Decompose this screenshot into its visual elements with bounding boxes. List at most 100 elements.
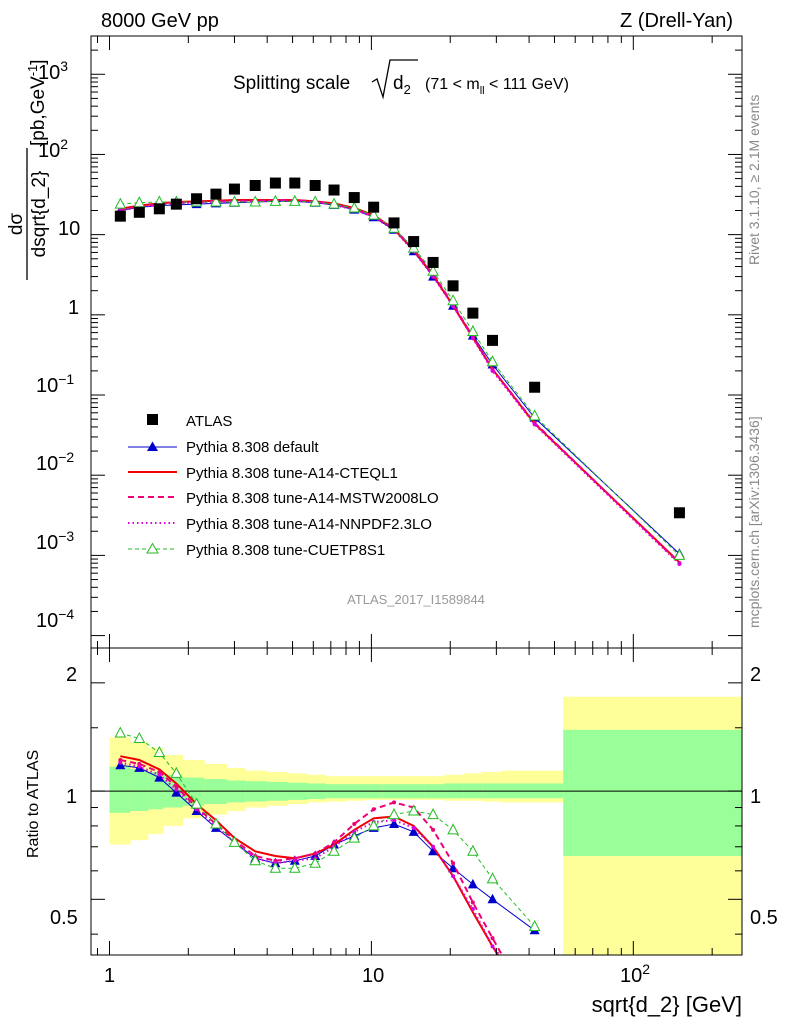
ratio-series-3-point xyxy=(490,936,495,941)
top-series-5-point xyxy=(348,201,361,213)
atlas-data-point xyxy=(427,256,439,268)
ratio-series-1-point xyxy=(389,818,400,828)
ratio-uncertainty-bands xyxy=(109,696,742,955)
atlas-data-point xyxy=(447,280,459,292)
top-series-5-point xyxy=(269,194,282,206)
axis-ticks xyxy=(91,36,742,955)
legend-label-mstw: Pythia 8.308 tune-A14-MSTW2008LO xyxy=(186,490,439,507)
ratio-series-5-point xyxy=(486,872,499,884)
ratio-series-1-point xyxy=(408,826,419,836)
top-series-5-point xyxy=(328,197,340,209)
ratio-series-3-point xyxy=(157,769,162,774)
title-range: (71 < mll < 111 GeV) xyxy=(425,76,569,97)
ytick-label: 10−2 xyxy=(36,449,74,475)
ratio-series-4-point xyxy=(292,858,297,863)
atlas-data-point xyxy=(114,210,126,222)
ratio-series-5-point xyxy=(190,797,203,809)
top-series-5-point xyxy=(367,208,380,220)
top-series-5-point xyxy=(427,264,439,276)
atlas-data-point xyxy=(467,307,479,319)
ratio-ytick-label: 1 xyxy=(66,786,77,808)
top-series-5-point xyxy=(210,195,222,207)
atlas-data-point xyxy=(249,179,261,191)
ratio-series-4-point xyxy=(470,906,475,911)
atlas-data-point xyxy=(269,177,281,189)
ratio-series-5-point xyxy=(328,844,340,856)
ratio-series-5-point xyxy=(210,817,222,829)
ylabel-units: [pb,GeV-1] xyxy=(25,59,49,146)
mcplots-reference-label: mcplots.cern.ch [arXiv:1306.3436] xyxy=(746,416,762,628)
rivet-version-label: Rivet 3.1.10, ≥ 2.1M events xyxy=(746,95,762,265)
xtick-label: 10 xyxy=(362,965,384,987)
plot-title: Splitting scale d2 (71 < mll < 111 GeV) xyxy=(233,59,569,100)
ytick-label: 1 xyxy=(68,297,79,319)
ratio-series-4-point xyxy=(118,760,123,765)
top-series-4-line xyxy=(120,199,681,565)
top-series-5-point xyxy=(114,197,127,209)
analysis-watermark: ATLAS_2017_I1589844 xyxy=(347,592,485,607)
uncertainty-band-inner xyxy=(563,729,742,856)
atlas-data-point xyxy=(529,381,541,393)
ratio-series-3-point xyxy=(505,962,509,966)
legend: ATLAS Pythia 8.308 default Pythia 8.308 … xyxy=(128,413,439,559)
ratio-ytick-label-right: 2 xyxy=(750,664,761,686)
top-series-5-point xyxy=(133,196,146,208)
top-series-5-point xyxy=(407,241,420,253)
ratio-series-3-point xyxy=(371,807,376,812)
top-series-4-point xyxy=(490,368,495,373)
ratio-series-5-point xyxy=(467,844,479,856)
top-series-5-point xyxy=(309,195,322,207)
top-series-4-point xyxy=(451,304,456,309)
legend-label-nnpdf: Pythia 8.308 tune-A14-NNPDF2.3LO xyxy=(186,516,432,533)
ytick-label: 10 xyxy=(58,218,80,240)
ratio-series-5-point xyxy=(153,745,166,758)
atlas-data-point xyxy=(408,236,420,248)
ytick-label: 102 xyxy=(38,136,68,162)
ratio-y-axis-label: Ratio to ATLAS xyxy=(25,750,42,858)
top-series-4-point xyxy=(677,562,682,567)
atlas-data-point xyxy=(133,206,145,218)
atlas-data-point xyxy=(228,183,240,195)
top-series-5-point xyxy=(467,324,479,336)
ratio-series-4-point xyxy=(157,772,162,777)
ratio-series-5-point xyxy=(228,835,241,847)
ratio-series-1-point xyxy=(154,772,165,782)
ratio-series-1-point xyxy=(171,787,182,797)
ratio-series-5-point xyxy=(367,819,380,831)
ratio-series-4-point xyxy=(451,874,456,879)
top-series-4-point xyxy=(532,422,537,427)
ratio-series-4-point xyxy=(411,825,416,830)
ratio-series-4-point xyxy=(505,962,509,966)
ratio-ytick-label-right: 0.5 xyxy=(750,907,778,929)
atlas-data-point xyxy=(210,188,222,200)
top-series-5-point xyxy=(486,355,499,367)
ratio-series-5-point xyxy=(447,823,459,835)
ratio-ytick-label: 2 xyxy=(66,664,77,686)
title-text: Splitting scale xyxy=(233,73,350,94)
x-tick-labels: 1 10 102 xyxy=(104,961,650,987)
top-series-5-point xyxy=(288,194,301,206)
ytick-label: 10−1 xyxy=(36,371,74,397)
process-label: Z (Drell-Yan) xyxy=(620,10,733,32)
ratio-series-3-point xyxy=(470,900,475,905)
uncertainty-band-inner xyxy=(204,779,228,805)
ratio-y-tick-labels: 2 1 0.5 2 1 0.5 xyxy=(50,664,778,929)
ratio-series-5-point xyxy=(407,804,420,816)
ratio-series-5-line xyxy=(120,732,535,927)
ratio-panel-series xyxy=(114,726,541,966)
ratio-series-5-point xyxy=(170,766,183,778)
x-axis-label: sqrt{d_2} [GeV] xyxy=(592,992,742,1017)
ratio-series-4-point xyxy=(431,844,436,849)
top-series-5-point xyxy=(673,548,686,560)
legend-label-cteql1: Pythia 8.308 tune-A14-CTEQL1 xyxy=(186,465,398,482)
ratio-series-1-point xyxy=(487,893,498,904)
top-series-5-point xyxy=(228,195,241,207)
top-y-tick-labels: 103 102 10 1 10−1 10−2 10−3 10−4 xyxy=(36,58,80,632)
ratio-series-5-point xyxy=(133,731,146,744)
atlas-data-point xyxy=(673,507,685,519)
ratio-series-5-point xyxy=(348,831,361,843)
top-series-3-line xyxy=(120,199,681,564)
atlas-data-point xyxy=(170,198,182,210)
xtick-label: 102 xyxy=(620,961,650,987)
ratio-series-3-point xyxy=(352,821,357,826)
